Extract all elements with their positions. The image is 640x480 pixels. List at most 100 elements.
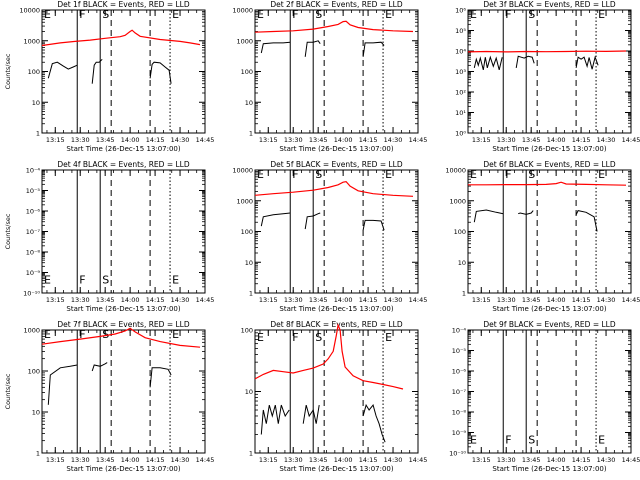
x-tick-label: 14:45 xyxy=(409,136,428,144)
x-tick-label: 14:15 xyxy=(572,296,591,304)
time-marker-label: E xyxy=(598,434,605,447)
time-marker-label: S xyxy=(315,8,322,21)
plot-frame xyxy=(467,169,632,294)
time-marker-label: E xyxy=(470,168,477,181)
panel-title: Det 4f BLACK = Events, RED = LLD xyxy=(57,160,190,169)
events-series-line xyxy=(91,58,103,84)
y-tick-label: 10000 xyxy=(445,167,466,175)
panel-title: Det 3f BLACK = Events, RED = LLD xyxy=(483,0,616,9)
x-tick-label: 13:30 xyxy=(284,456,303,464)
time-marker-label: S xyxy=(102,274,109,287)
y-tick-label: 1 xyxy=(462,290,466,298)
y-axis-label: Counts/sec xyxy=(4,213,12,249)
x-tick-label: 14:45 xyxy=(196,136,215,144)
x-tick-label: 14:45 xyxy=(196,296,215,304)
time-marker-label: S xyxy=(528,168,535,181)
y-tick-label: 100 xyxy=(241,68,253,76)
x-tick-label: 13:15 xyxy=(46,296,65,304)
y-tick-label: 100 xyxy=(28,68,40,76)
x-axis-label: Start Time (26-Dec-15 13:07:00) xyxy=(492,305,606,313)
x-tick-label: 14:45 xyxy=(409,456,428,464)
x-tick-label: 14:15 xyxy=(572,136,591,144)
y-tick-label: 10⁻⁹ xyxy=(26,269,41,277)
x-tick-label: 14:15 xyxy=(359,136,378,144)
events-series-line xyxy=(149,367,172,388)
time-marker-label: S xyxy=(102,328,109,341)
x-tick-label: 14:00 xyxy=(334,456,353,464)
y-tick-label: 10 xyxy=(245,99,253,107)
y-tick-label: 10⁻¹⁰ xyxy=(449,450,466,458)
time-marker-label: E xyxy=(44,274,51,287)
x-tick-label: 13:45 xyxy=(522,296,541,304)
x-tick-label: 13:30 xyxy=(497,296,516,304)
y-tick-label: 100 xyxy=(454,228,466,236)
events-series-line xyxy=(260,404,290,435)
x-tick-label: 14:30 xyxy=(384,296,403,304)
panel-title: Det 9f BLACK = Events, RED = LLD xyxy=(483,320,616,329)
x-tick-label: 14:45 xyxy=(622,136,640,144)
plot-frame xyxy=(254,9,419,134)
x-tick-label: 14:30 xyxy=(597,296,616,304)
time-marker-label: E xyxy=(44,8,51,21)
x-axis-label: Start Time (26-Dec-15 13:07:00) xyxy=(66,305,180,313)
y-tick-label: 10⁻⁶ xyxy=(452,368,467,376)
lld-series-line xyxy=(254,322,404,390)
time-marker-label: E xyxy=(257,168,264,181)
plot-frame xyxy=(254,329,419,454)
y-tick-label: 1000 xyxy=(236,197,253,205)
x-tick-label: 13:30 xyxy=(497,136,516,144)
x-tick-label: 14:15 xyxy=(572,456,591,464)
panel-4: Det 4f BLACK = Events, RED = LLD 10⁻¹⁰ 10⁻… xyxy=(4,160,214,313)
time-marker-label: F xyxy=(292,8,298,21)
panel-9: Det 9f BLACK = Events, RED = LLD 10⁻¹⁰ 10⁻… xyxy=(449,320,640,473)
time-marker-label: S xyxy=(315,331,322,344)
x-tick-label: 14:00 xyxy=(121,296,140,304)
lld-series-line xyxy=(467,50,627,53)
panel-title: Det 5f BLACK = Events, RED = LLD xyxy=(270,160,403,169)
events-series-line xyxy=(302,404,320,424)
x-tick-label: 13:15 xyxy=(46,136,65,144)
time-marker-label: E xyxy=(257,331,264,344)
y-tick-label: 10⁻⁵ xyxy=(452,347,467,355)
x-tick-label: 14:45 xyxy=(409,296,428,304)
panel-6: Det 6f BLACK = Events, RED = LLD 1 10 100 10… xyxy=(445,160,640,313)
x-tick-label: 14:15 xyxy=(146,136,165,144)
time-marker-label: S xyxy=(528,8,535,21)
events-series-line xyxy=(304,212,321,230)
x-tick-label: 13:45 xyxy=(309,456,328,464)
time-marker-label: S xyxy=(315,168,322,181)
x-tick-label: 13:30 xyxy=(284,296,303,304)
time-marker-label: E xyxy=(172,274,179,287)
x-axis-label: Start Time (26-Dec-15 13:07:00) xyxy=(279,145,393,153)
y-tick-label: 10000 xyxy=(232,167,253,175)
x-tick-label: 13:30 xyxy=(71,456,90,464)
y-tick-label: 10 xyxy=(458,259,466,267)
events-series-line xyxy=(149,61,172,84)
time-marker-label: F xyxy=(292,331,298,344)
y-tick-label: 10⁻⁴ xyxy=(26,167,41,175)
y-tick-label: 1 xyxy=(36,130,40,138)
events-series-line xyxy=(260,212,291,227)
plot-frame xyxy=(41,169,206,294)
x-tick-label: 14:30 xyxy=(171,136,190,144)
x-axis-label: Start Time (26-Dec-15 13:07:00) xyxy=(279,465,393,473)
events-series-line xyxy=(304,40,321,57)
time-marker-label: E xyxy=(172,8,179,21)
time-marker-label: E xyxy=(470,8,477,21)
x-tick-label: 14:45 xyxy=(196,456,215,464)
events-series-line xyxy=(362,219,385,231)
x-tick-label: 14:30 xyxy=(171,296,190,304)
y-tick-label: 10⁻⁸ xyxy=(26,249,41,257)
events-series-line xyxy=(515,55,535,68)
panel-8: Det 8f BLACK = Events, RED = LLD 1 10 100 13… xyxy=(241,320,428,473)
y-tick-label: 1 xyxy=(249,290,253,298)
events-series-line xyxy=(575,55,599,70)
x-tick-label: 14:00 xyxy=(334,296,353,304)
time-marker-label: E xyxy=(385,8,392,21)
x-tick-label: 13:45 xyxy=(522,456,541,464)
x-axis-label: Start Time (26-Dec-15 13:07:00) xyxy=(492,145,606,153)
x-tick-label: 13:15 xyxy=(259,456,278,464)
panel-title: Det 6f BLACK = Events, RED = LLD xyxy=(483,160,616,169)
plot-frame xyxy=(467,329,632,454)
y-tick-label: 10⁻⁹ xyxy=(452,429,467,437)
